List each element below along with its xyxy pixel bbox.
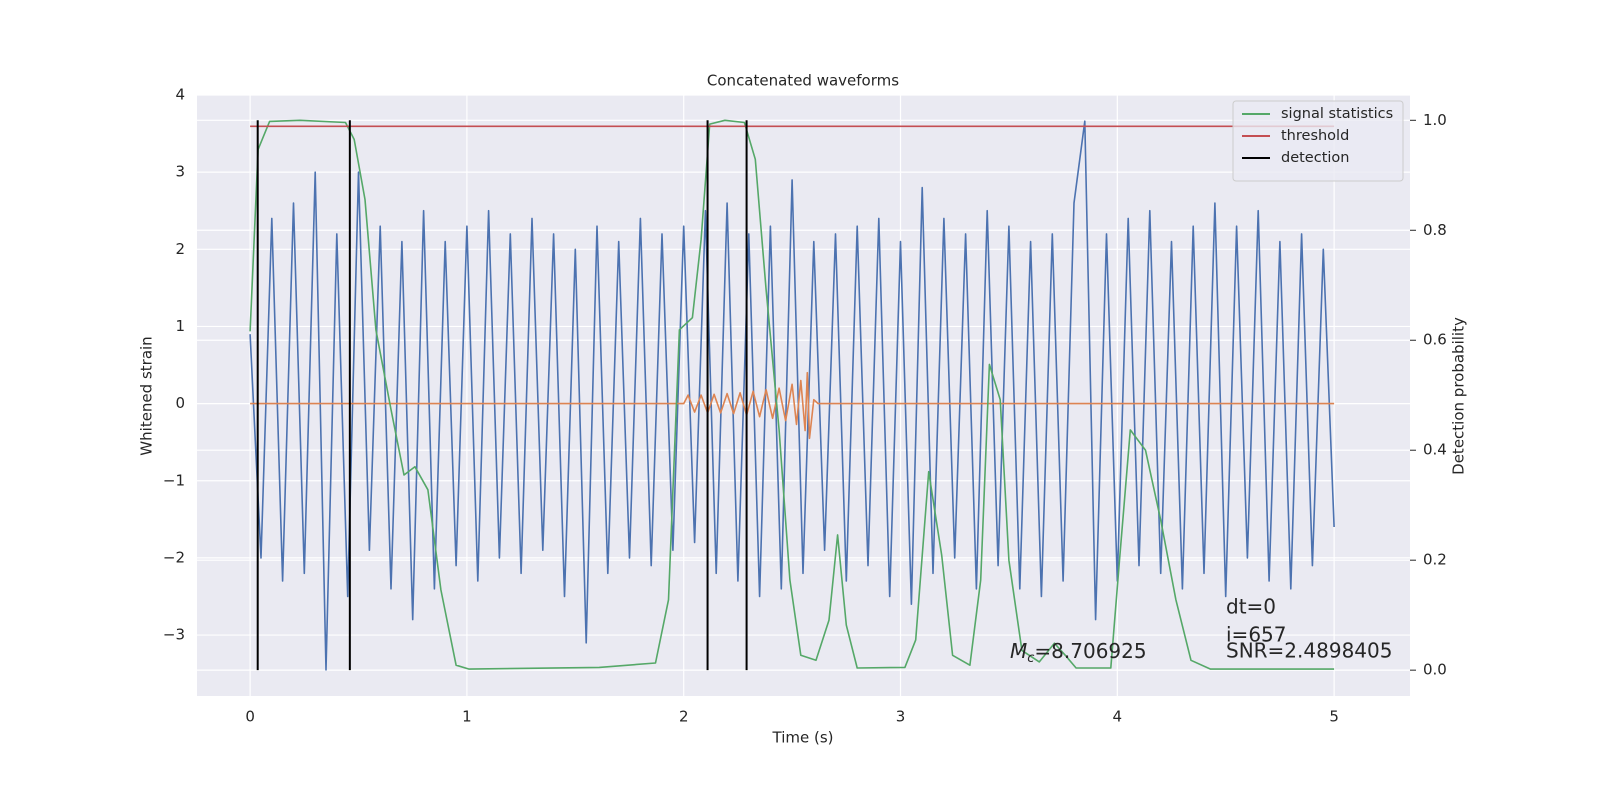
y2-tick-label: 0.4: [1423, 441, 1447, 459]
series-line: [250, 371, 1335, 440]
x-tick-label: 4: [1113, 708, 1123, 726]
annotation: i=657: [1226, 623, 1287, 647]
y2-axis-label: Detection probability: [1450, 317, 1468, 475]
x-tick-label: 5: [1329, 708, 1339, 726]
y-tick-label: 4: [175, 86, 185, 104]
x-tick-label: 1: [462, 708, 472, 726]
y2-tick-label: 0.6: [1423, 331, 1447, 349]
y-tick-label: 2: [175, 240, 185, 258]
y-axis-label: Whitened strain: [138, 336, 156, 455]
legend-label: threshold: [1281, 128, 1349, 144]
legend-label: signal statistics: [1281, 106, 1393, 122]
series-line: [249, 120, 1335, 671]
annotation-symbol: M: [1010, 639, 1027, 663]
x-tick-label: 0: [245, 708, 255, 726]
y-tick-label: 0: [175, 394, 185, 412]
legend-label: detection: [1281, 150, 1349, 166]
annotation: Mc=8.706925: [1010, 639, 1147, 666]
y2-tick-label: 1.0: [1423, 111, 1447, 129]
y-tick-label: 3: [175, 163, 185, 181]
series-line: [249, 119, 1335, 670]
annotation: dt=0: [1226, 595, 1276, 619]
legend: signal statistics threshold detection: [1232, 100, 1404, 182]
x-axis-label: Time (s): [772, 729, 834, 747]
annotation: SNR=2.4898405: [1226, 639, 1392, 663]
annotation-value: =8.706925: [1034, 639, 1146, 663]
chart-title: Concatenated waveforms: [707, 72, 899, 90]
x-tick-label: 2: [679, 708, 689, 726]
y-tick-label: 1: [175, 317, 185, 335]
y-tick-label: −2: [163, 548, 185, 566]
y2-tick-label: 0.8: [1423, 221, 1447, 239]
legend-box: [1232, 100, 1404, 182]
plot-area: [197, 95, 1410, 696]
y-tick-label: −1: [163, 471, 185, 489]
plot: [249, 119, 1335, 671]
annotation-subscript: c: [1027, 651, 1034, 666]
y2-tick-label: 0.2: [1423, 551, 1447, 569]
y2-tick-label: 0.0: [1423, 661, 1447, 679]
x-tick-label: 3: [896, 708, 906, 726]
y-tick-label: −3: [163, 626, 185, 644]
